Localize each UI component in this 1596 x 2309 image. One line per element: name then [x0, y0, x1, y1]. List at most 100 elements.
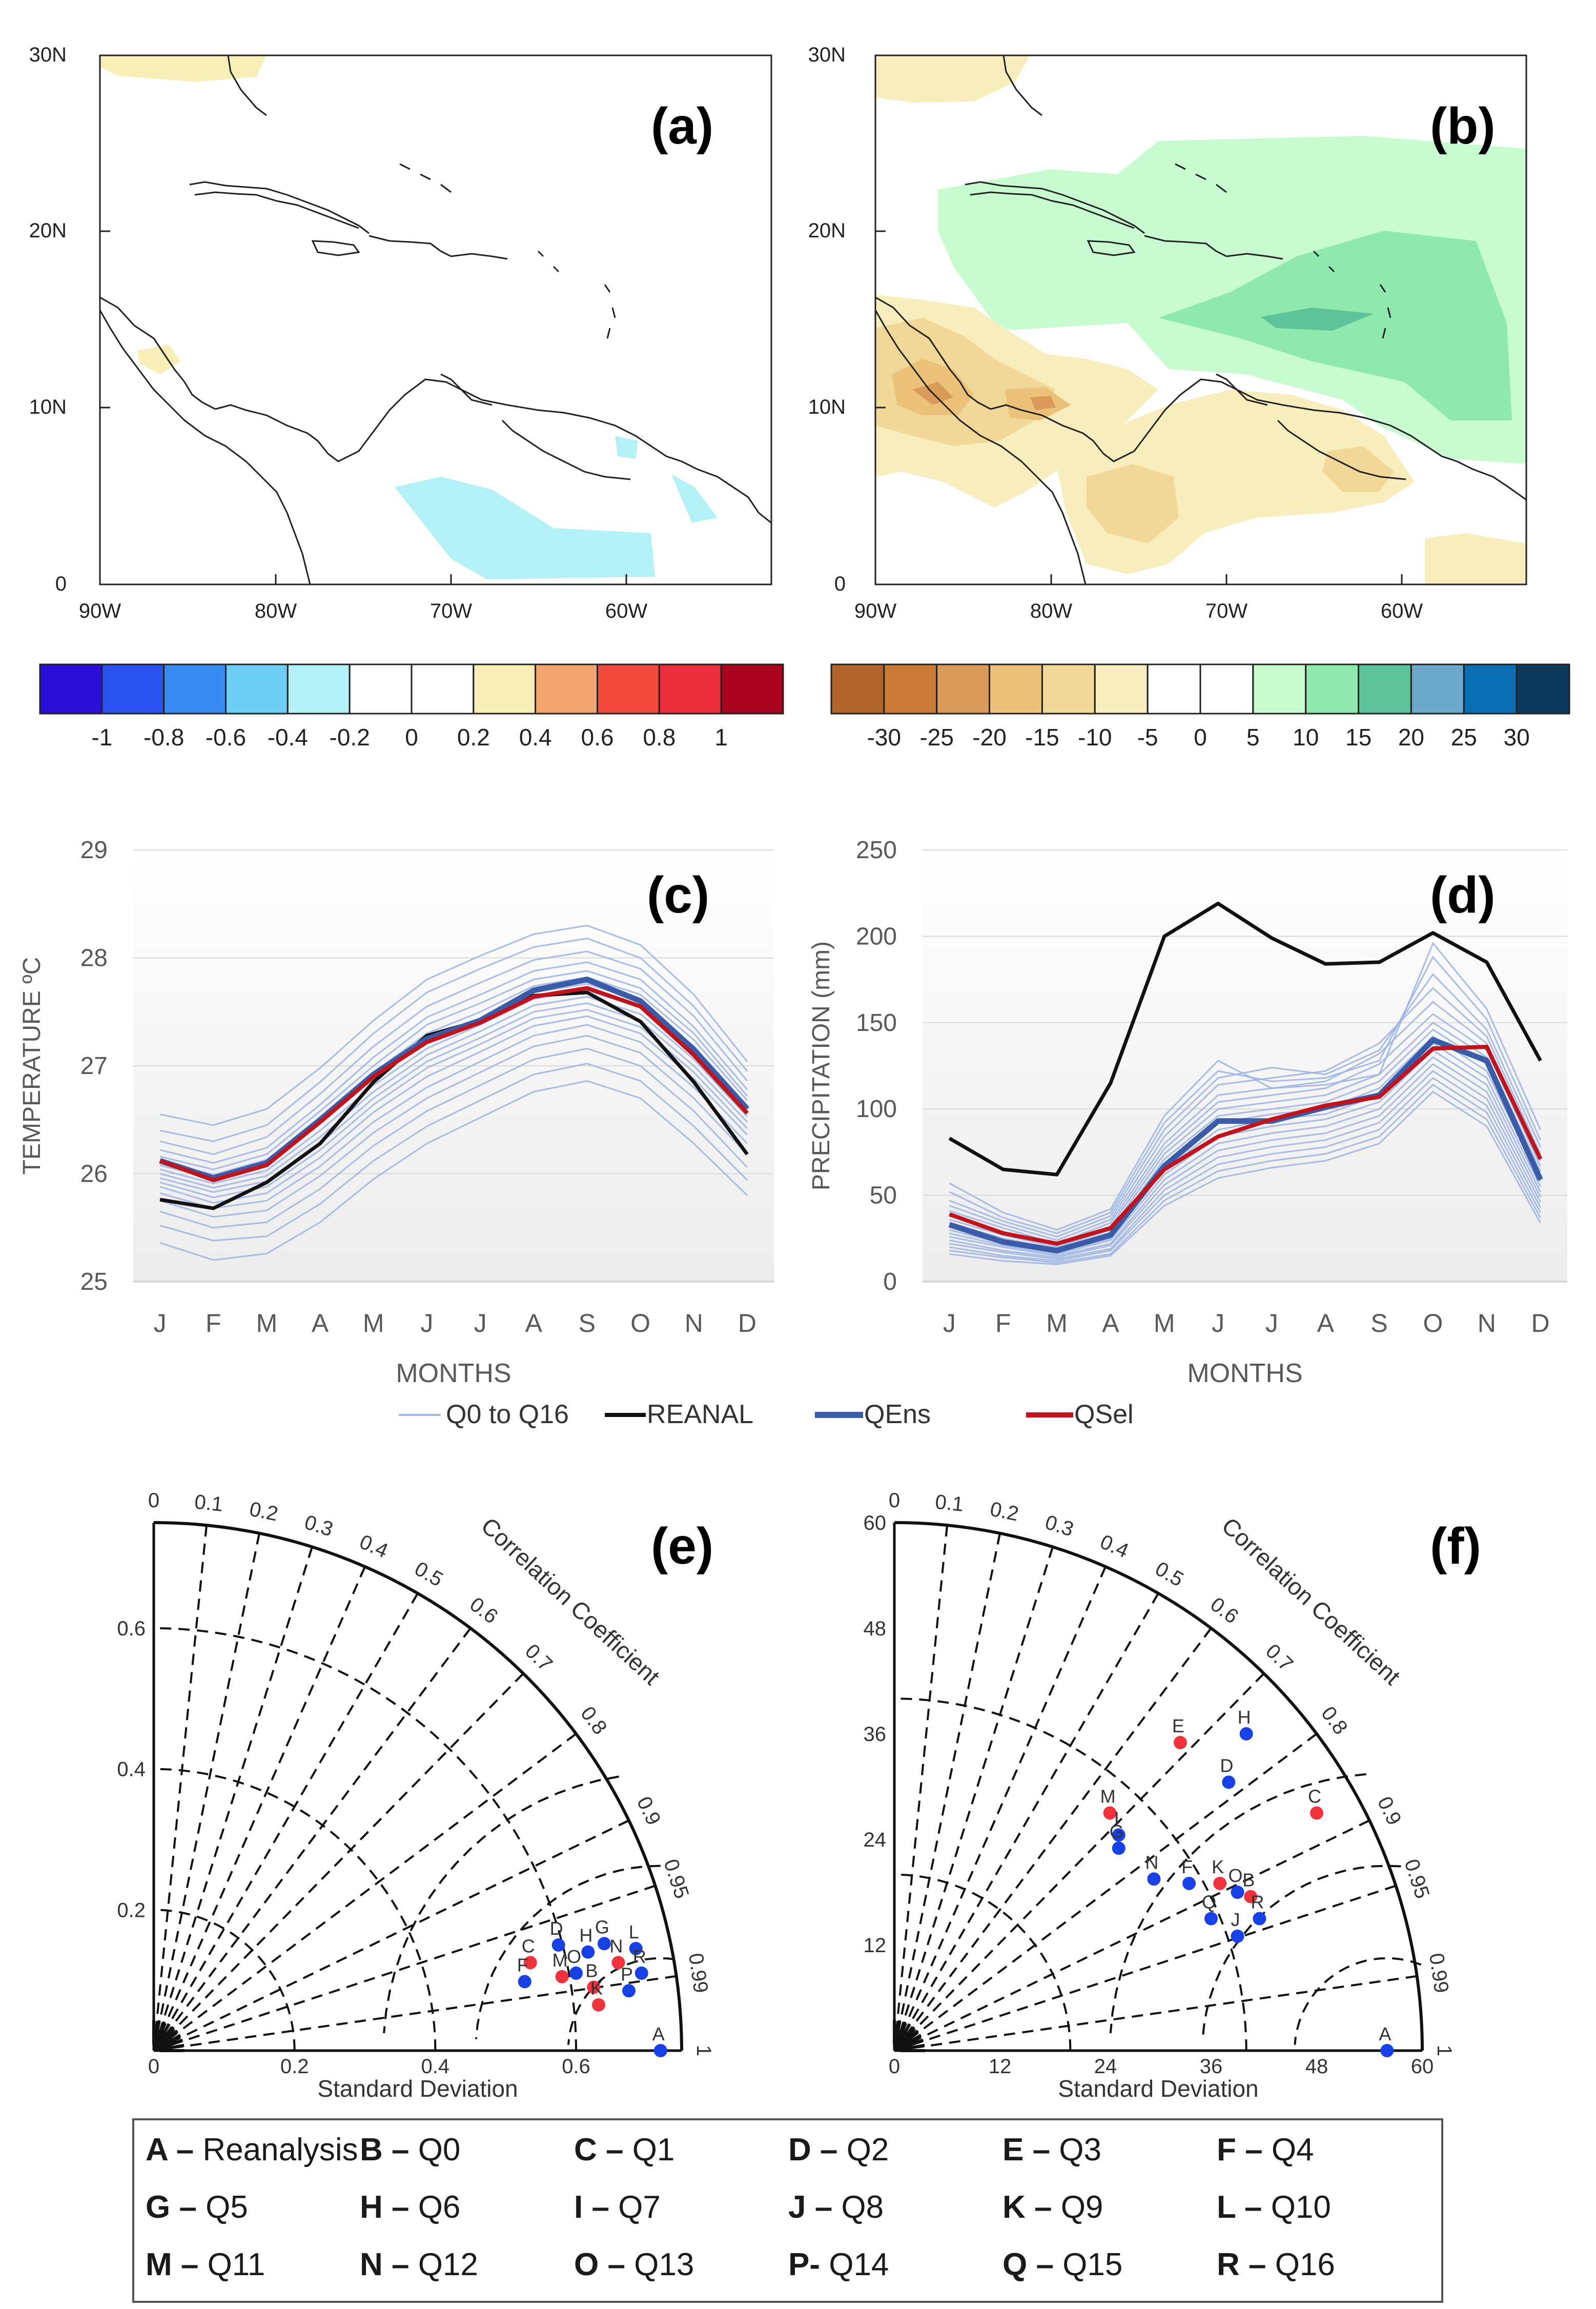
colorbar-b-swatch: [1516, 663, 1570, 715]
chart-d-member-line: [949, 956, 1541, 1234]
taylor-e-point-a: [653, 2044, 667, 2057]
chart-c-x-tick-label: F: [206, 1309, 221, 1338]
taylor-e-corr-tick: [359, 1566, 366, 1577]
colorbar-a-swatch: [658, 663, 722, 715]
taylor-e-origin-mark: [159, 2038, 183, 2050]
colorbar-b-swatch: [1147, 663, 1201, 715]
taylor-e-point-label: M: [553, 1950, 568, 1971]
chart-c-x-tick-label: D: [738, 1309, 756, 1338]
key-code: N –: [360, 2247, 410, 2282]
chart-c-member-line: [159, 938, 748, 1142]
key-name: Q16: [1266, 2247, 1335, 2282]
legend-qens-label: QEns: [864, 1400, 931, 1429]
map-b-ticks: [875, 54, 1403, 585]
taylor-e-point-label: C: [522, 1935, 535, 1956]
colorbar-a-swatch: [720, 663, 784, 715]
key-item: N – Q12: [360, 2246, 478, 2283]
taylor-e-corr-tick: [463, 1627, 472, 1638]
key-item: G – Q5: [146, 2189, 248, 2225]
chart-d-member-line: [949, 1056, 1541, 1257]
chart-d-y-tick-label: 50: [870, 1182, 897, 1209]
taylor-e-corr-ray: [153, 1546, 313, 2051]
map-a-lat-ticks: [100, 54, 627, 585]
colorbar-a-swatch: [535, 663, 598, 715]
taylor-e-rms-ring: [567, 1957, 675, 2045]
taylor-e-corr-tick: [308, 1546, 313, 1558]
taylor-e-point-n: [611, 1956, 625, 1970]
taylor-f-rms-ring: [1294, 1957, 1422, 2045]
key-item: K – Q9: [1002, 2189, 1103, 2225]
taylor-f-arc-title: Correlation Coefficient: [1217, 1512, 1406, 1690]
taylor-e-corr-tick: [411, 1592, 419, 1604]
chart-d-member-line: [949, 1084, 1541, 1264]
taylor-e-arc-title: Correlation Coefficient: [476, 1512, 665, 1690]
panel-label-e: (e): [651, 1517, 713, 1575]
colorbar-a: -1 -0.8 -0.6 -0.4 -0.2 0 0.2 0.4 0.6 0.8 1: [39, 663, 784, 751]
taylor-e-point-g: [597, 1937, 611, 1951]
chart-c-x-tick-label: N: [685, 1309, 703, 1338]
taylor-f-corr-label: 0: [889, 1489, 900, 1512]
taylor-e-point-k: [591, 1998, 605, 2012]
key-name: Q9: [1052, 2190, 1103, 2225]
chart-c-x-tick-label: J: [474, 1309, 487, 1338]
taylor-e-origin-mark: [157, 2030, 178, 2048]
taylor-e-corr-ray: [153, 1819, 629, 2052]
taylor-e-point-label: R: [633, 1946, 646, 1967]
taylor-f-sd-x-label: 36: [1200, 2055, 1223, 2078]
taylor-e-point-label: L: [629, 1921, 639, 1942]
taylor-f-corr-label: 0.8: [1317, 1703, 1352, 1739]
taylor-e-corr-label: 0.3: [302, 1511, 336, 1541]
chart-d-member-line: [949, 1021, 1541, 1248]
key-code: A –: [146, 2132, 194, 2168]
key-name: Q4: [1262, 2132, 1314, 2168]
taylor-e-corr-label: 0.5: [411, 1557, 446, 1591]
chart-c-series-qens: [159, 977, 749, 1181]
taylor-f-point-i: [1112, 1828, 1126, 1842]
taylor-e-sd-y-label: 0.6: [117, 1617, 146, 1640]
key-code: J –: [788, 2190, 833, 2225]
colorbar-b-tick-label: 10: [1293, 724, 1319, 751]
panel-label-b: (b): [1430, 97, 1496, 155]
taylor-f-corr-ray: [893, 1592, 1159, 2052]
taylor-f-point-e: [1173, 1736, 1187, 1750]
colorbar-a-swatch: [287, 663, 351, 715]
taylor-f-sd-y-label: 12: [864, 1934, 887, 1957]
taylor-f-corr-label: 0.99: [1425, 1952, 1453, 1994]
chart-d-x-tick-label: F: [995, 1309, 1011, 1338]
member-key-box: A – Reanalysis B – Q0 C – Q1 D – Q2 E – Q3 F …: [132, 2118, 1443, 2303]
chart-c-series-qsel: [159, 986, 749, 1183]
chart-d-x-tick-label: A: [1317, 1309, 1335, 1338]
taylor-e-point-r: [635, 1966, 648, 1980]
taylor-f-corr-ray: [893, 1673, 1265, 2052]
map-b: 30N 20N 10N 0 90W 80W 70W 60W (b): [808, 44, 1527, 622]
colorbar-b-tick-label: 30: [1504, 724, 1530, 751]
taylor-e-sd-ring: [153, 1768, 437, 2051]
map-b-lon-70w: 70W: [1205, 600, 1247, 622]
taylor-e-sd-y-label: 0.4: [117, 1758, 146, 1781]
taylor-e-sd-ring: [153, 1909, 296, 2051]
taylor-e-corr-ray: [153, 1566, 366, 2051]
colorbar-b-tick-label: 20: [1398, 724, 1424, 751]
taylor-e-corr-label: 0.7: [521, 1640, 557, 1676]
map-a-lon-70w: 70W: [430, 600, 472, 622]
taylor-f-point-r: [1253, 1912, 1266, 1926]
chart-c-y-tick-label: 28: [80, 945, 108, 972]
temperature-line-chart: 25 26 27 28 29 J F M A M J J A S O N D MONTHS TEMPERATURE …: [18, 837, 774, 1388]
taylor-f-sd-y-label: 48: [864, 1617, 887, 1640]
taylor-e-rms-ring: [383, 1775, 619, 2034]
taylor-diagram-e: 0 0.1 0.2 0.3 0.4 0.5 0.6 0.7 0.8 0.9 0.95 0.99 1 Cor…: [117, 1489, 715, 2102]
taylor-f-corr-tick: [1048, 1546, 1054, 1558]
taylor-e-origin-mark: [156, 2026, 175, 2047]
taylor-f-corr-tick: [1203, 1627, 1212, 1638]
key-code: C –: [574, 2132, 624, 2168]
chart-c-member-line: [159, 1063, 748, 1242]
taylor-e-rms-ring: [475, 1865, 661, 2039]
taylor-e-corr-ray: [153, 1975, 677, 2052]
chart-d-member-line: [949, 1077, 1541, 1262]
key-name: Q14: [820, 2247, 889, 2282]
map-b-lat-0: 0: [834, 573, 846, 595]
taylor-e-point-d: [551, 1938, 565, 1952]
taylor-e-corr-ray: [153, 1673, 524, 2052]
taylor-f-sd-y-label: 60: [864, 1512, 887, 1534]
